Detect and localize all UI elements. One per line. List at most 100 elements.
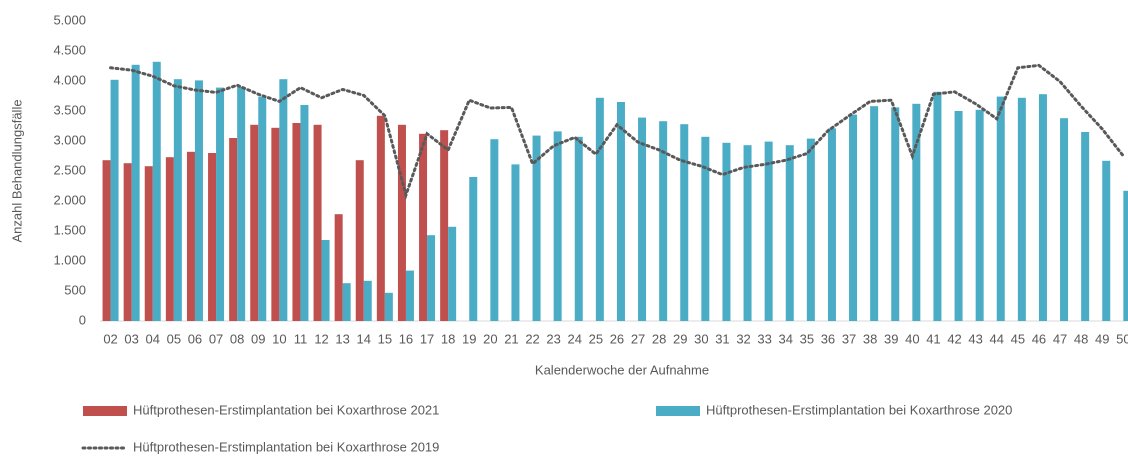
bar (440, 130, 449, 321)
x-tick-label: 14 (357, 331, 371, 346)
x-tick-label: 16 (399, 331, 413, 346)
x-tick-label: 25 (589, 331, 603, 346)
bar (553, 131, 562, 321)
bar (131, 64, 140, 322)
x-tick-label: 30 (694, 331, 708, 346)
bar (419, 133, 428, 321)
bar (1060, 118, 1069, 321)
bar (933, 91, 942, 321)
legend-label: Hüftprothesen-Erstimplantation bei Koxar… (133, 402, 439, 417)
bar (194, 80, 203, 322)
bar (806, 138, 815, 321)
x-tick-label: 12 (314, 331, 328, 346)
bar (321, 240, 330, 321)
bar (1017, 97, 1026, 321)
line (109, 63, 1125, 201)
x-tick-label: 35 (800, 331, 814, 346)
bar (313, 124, 322, 321)
x-tick-label: 22 (525, 331, 539, 346)
bar (975, 109, 984, 321)
bar (680, 124, 689, 321)
bar (355, 160, 364, 321)
bar (996, 96, 1005, 321)
y-tick-label: 5.000 (53, 12, 86, 27)
bar (532, 135, 541, 321)
bar (490, 139, 499, 321)
x-tick-label: 02 (103, 331, 117, 346)
bar (208, 153, 217, 321)
y-tick-label: 1.000 (53, 252, 86, 267)
bar (659, 121, 668, 321)
y-tick-label: 2.000 (53, 192, 86, 207)
x-tick-label: 38 (863, 331, 877, 346)
x-tick-label: 50 (1116, 331, 1128, 346)
bar (870, 106, 879, 321)
x-tick-label: 10 (272, 331, 286, 346)
x-tick-label: 09 (251, 331, 265, 346)
bar (173, 79, 182, 321)
bar (616, 102, 625, 321)
y-tick-label: 2.500 (53, 162, 86, 177)
bar (271, 127, 280, 321)
bar (785, 145, 794, 321)
x-tick-label: 17 (420, 331, 434, 346)
bar (300, 105, 309, 321)
bar (123, 163, 132, 321)
legend-swatch (656, 406, 700, 416)
x-tick-label: 31 (715, 331, 729, 346)
x-tick-label: 11 (294, 331, 308, 346)
bar (849, 114, 858, 321)
x-tick-label: 49 (1095, 331, 1109, 346)
bar (954, 111, 963, 321)
y-tick-label: 0 (79, 312, 86, 327)
bar (595, 97, 604, 321)
bar (152, 61, 161, 322)
bar (1102, 160, 1111, 321)
x-tick-label: 03 (124, 331, 138, 346)
x-tick-label: 28 (652, 331, 666, 346)
x-tick-label: 13 (335, 331, 349, 346)
x-tick-label: 27 (631, 331, 645, 346)
x-tick-label: 41 (926, 331, 940, 346)
bar (102, 160, 111, 321)
x-tick-label: 39 (884, 331, 898, 346)
bar (334, 214, 343, 321)
bar (110, 79, 119, 321)
x-tick-label: 05 (167, 331, 181, 346)
bar (638, 117, 647, 321)
legend-swatch (83, 406, 127, 416)
bar (363, 280, 372, 321)
y-tick-label: 4.500 (53, 42, 86, 57)
bar (229, 138, 238, 321)
x-tick-label: 48 (1074, 331, 1088, 346)
x-tick-label: 07 (209, 331, 223, 346)
bar (342, 283, 351, 321)
x-tick-label: 26 (610, 331, 624, 346)
x-tick-label: 43 (968, 331, 982, 346)
y-axis-label: Anzahl Behandlungsfälle (9, 99, 24, 242)
x-tick-label: 21 (504, 331, 518, 346)
y-tick-label: 1.500 (53, 222, 86, 237)
bar (1123, 190, 1128, 321)
x-tick-label: 04 (146, 331, 160, 346)
bar (384, 292, 393, 321)
y-tick-label: 3.000 (53, 132, 86, 147)
bar (292, 123, 301, 321)
x-tick-label: 36 (821, 331, 835, 346)
x-tick-label: 45 (1011, 331, 1025, 346)
bar (427, 235, 436, 321)
y-tick-label: 4.000 (53, 72, 86, 87)
bar (165, 157, 174, 321)
bar (250, 124, 259, 321)
bar (216, 87, 225, 321)
bar (764, 141, 773, 321)
x-tick-label: 18 (441, 331, 455, 346)
x-tick-label: 15 (378, 331, 392, 346)
bar (722, 142, 731, 321)
x-tick-label: 19 (462, 331, 476, 346)
bar (186, 151, 195, 321)
bar (469, 177, 478, 321)
x-tick-label: 47 (1053, 331, 1067, 346)
x-axis-label: Kalenderwoche der Aufnahme (535, 362, 709, 377)
x-tick-label: 44 (990, 331, 1004, 346)
